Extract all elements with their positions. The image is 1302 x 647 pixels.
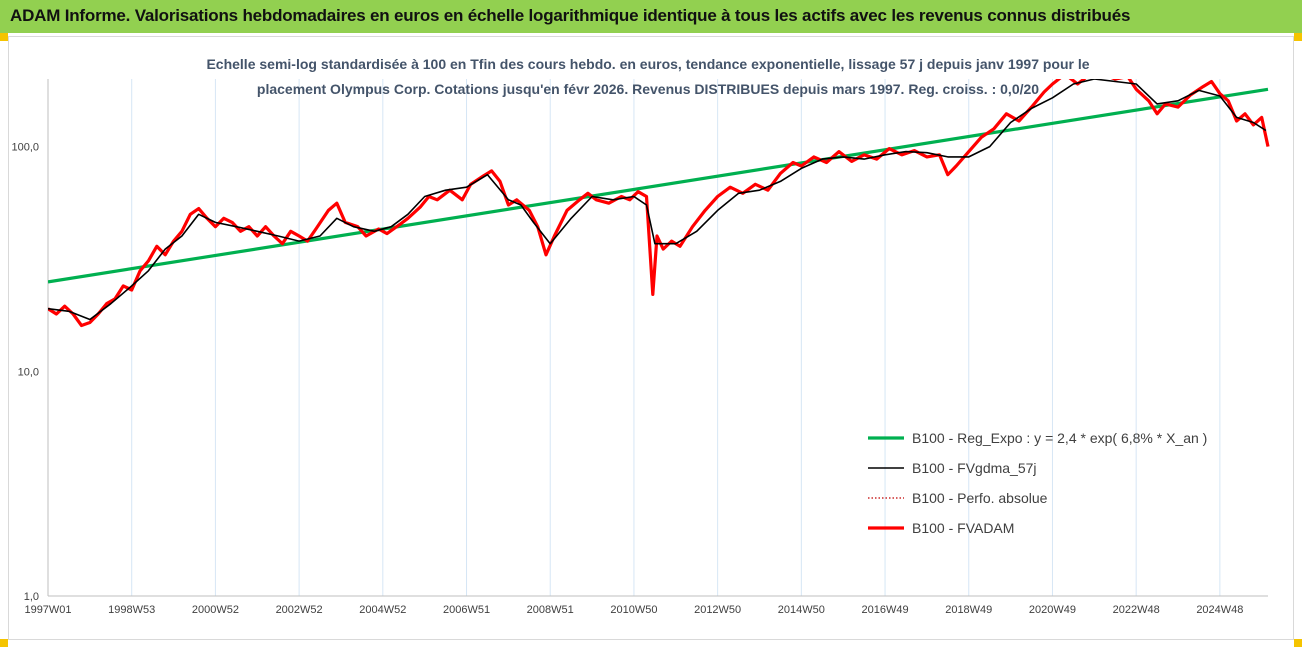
legend-label: B100 - FVgdma_57j <box>912 460 1037 476</box>
corner-marker-top-right <box>1294 33 1302 41</box>
x-tick-label: 2010W50 <box>610 604 657 616</box>
report-title: ADAM Informe. Valorisations hebdomadaire… <box>10 6 1131 25</box>
x-tick-label: 2008W51 <box>527 604 574 616</box>
x-tick-label: 2022W48 <box>1113 604 1160 616</box>
series-line-3 <box>48 79 1270 328</box>
legend-label: B100 - Perfo. absolue <box>912 490 1048 506</box>
legend-label: B100 - Reg_Expo : y = 2,4 * exp( 6,8% * … <box>912 430 1207 446</box>
y-tick-label: 10,0 <box>18 366 39 378</box>
x-tick-label: 2020W49 <box>1029 604 1076 616</box>
y-tick-label: 1,0 <box>24 591 39 603</box>
x-tick-label: 2002W52 <box>276 604 323 616</box>
x-tick-label: 2000W52 <box>192 604 239 616</box>
x-tick-label: 2018W49 <box>945 604 992 616</box>
y-tick-label: 100,0 <box>11 142 39 154</box>
chart-frame <box>8 36 1294 640</box>
x-tick-labels: 1997W01 1998W53 2000W52 2002W52 2004W52 2006W… <box>24 604 1243 616</box>
x-tick-label: 2006W51 <box>443 604 490 616</box>
series-line-1 <box>48 79 1267 321</box>
series-lines <box>48 79 1270 328</box>
legend-label: B100 - FVADAM <box>912 520 1014 536</box>
header-banner: ADAM Informe. Valorisations hebdomadaire… <box>0 0 1302 33</box>
x-tick-label: 2024W48 <box>1196 604 1243 616</box>
y-tick-labels: 1,0 10,0 100,0 <box>11 142 39 603</box>
x-tick-label: 1997W01 <box>24 604 71 616</box>
gridlines <box>131 79 1221 596</box>
x-tick-label: 1998W53 <box>108 604 155 616</box>
x-tick-label: 2016W49 <box>862 604 909 616</box>
x-tick-label: 2012W50 <box>694 604 741 616</box>
chart-subtitle-line-2: placement Olympus Corp. Cotations jusqu'… <box>257 81 1039 97</box>
corner-marker-bottom-right <box>1294 639 1302 647</box>
series-line-0 <box>48 87 1269 284</box>
corner-marker-top-left <box>0 33 8 41</box>
legend: B100 - Reg_Expo : y = 2,4 * exp( 6,8% * … <box>868 430 1207 536</box>
x-tick-label: 2004W52 <box>359 604 406 616</box>
corner-marker-bottom-left <box>0 639 8 647</box>
x-tick-label: 2014W50 <box>778 604 825 616</box>
chart-subtitle-line-1: Echelle semi-log standardisée à 100 en T… <box>206 56 1089 72</box>
